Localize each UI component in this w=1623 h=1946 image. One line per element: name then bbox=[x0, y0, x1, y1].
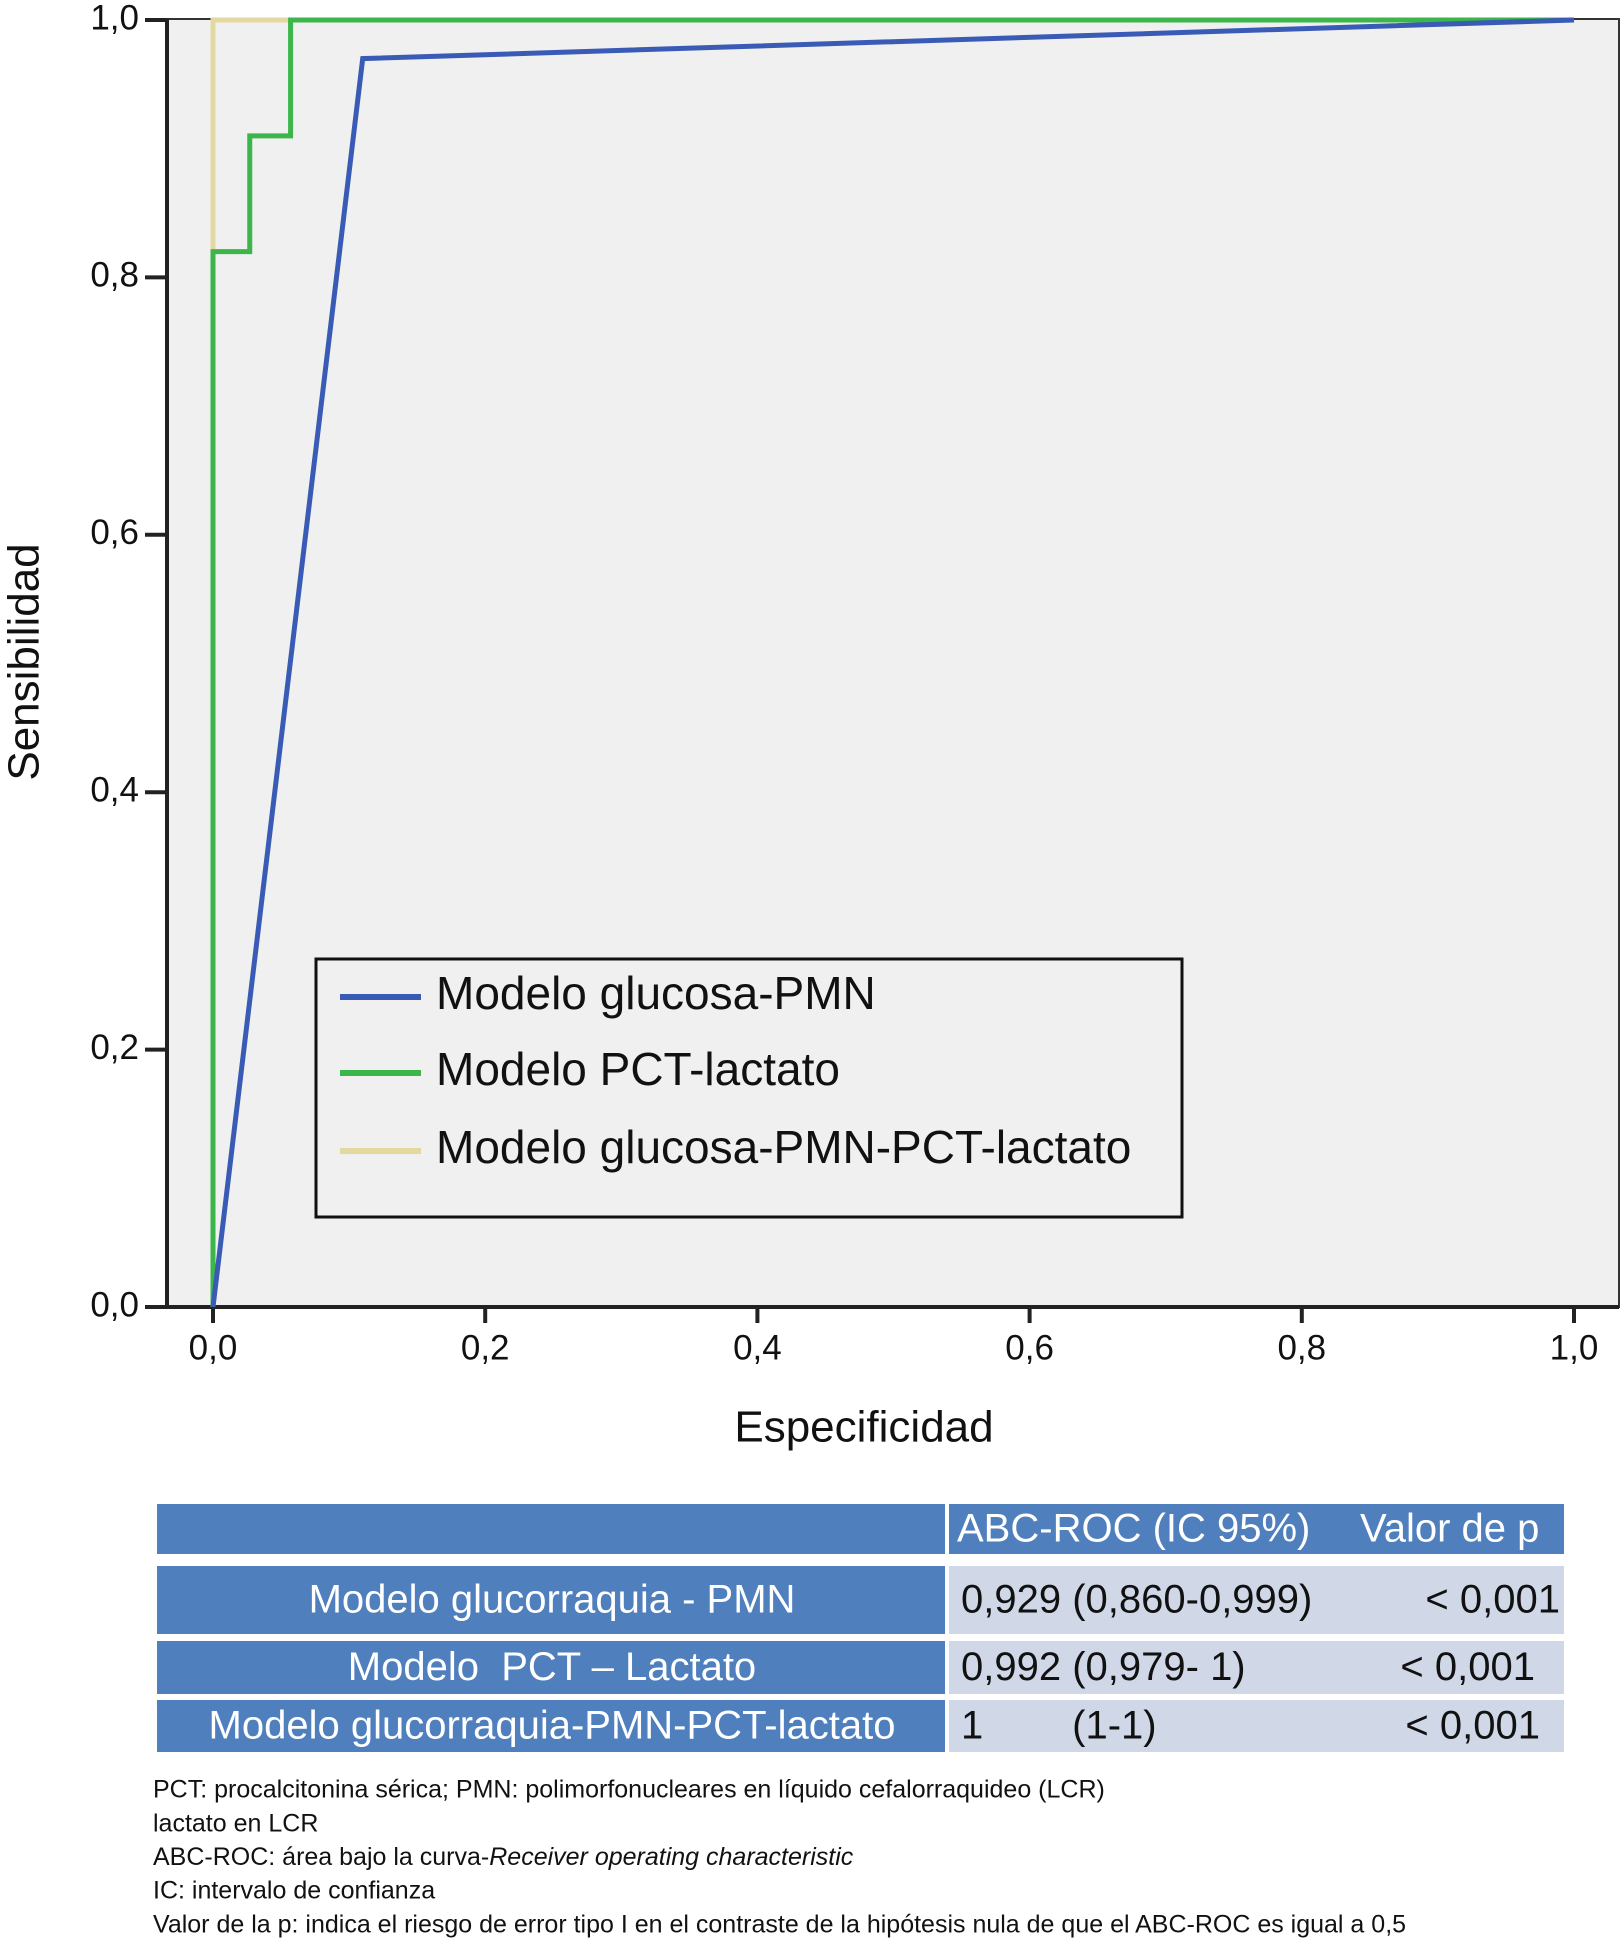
table-cell: < 0,001 bbox=[1400, 1645, 1535, 1689]
table-row-label: Modelo glucorraquia - PMN bbox=[309, 1578, 796, 1622]
x-tick-label: 0,2 bbox=[461, 1328, 510, 1367]
x-tick-label: 1,0 bbox=[1550, 1328, 1599, 1367]
table-header: Valor de p bbox=[1360, 1507, 1539, 1551]
footnote-part: ABC-ROC: área bajo la curva- bbox=[153, 1843, 489, 1871]
footnote: PCT: procalcitonina sérica; PMN: polimor… bbox=[153, 1776, 1105, 1804]
x-tick-label: 0,4 bbox=[733, 1328, 782, 1367]
footnote: Valor de la p: indica el riesgo de error… bbox=[153, 1911, 1406, 1939]
x-axis-label: Especificidad bbox=[734, 1403, 993, 1452]
roc-line bbox=[210, 17, 1574, 1307]
footnote: IC: intervalo de confianza bbox=[153, 1877, 435, 1905]
table-row-label-bg bbox=[157, 1566, 945, 1634]
table-row-label: Modelo glucorraquia-PMN-PCT-lactato bbox=[209, 1704, 896, 1748]
x-tick-label: 0,6 bbox=[1005, 1328, 1054, 1367]
y-tick-label: 1,0 bbox=[90, 0, 139, 37]
table-header-bg bbox=[157, 1504, 1564, 1554]
footnote: ABC-ROC: área bajo la curva-Receiver ope… bbox=[153, 1843, 854, 1871]
legend-label: Modelo glucosa-PMN bbox=[436, 967, 876, 1019]
table-cell: < 0,001 bbox=[1425, 1578, 1560, 1622]
y-tick-label: 0,8 bbox=[90, 256, 139, 295]
table-cell: < 0,001 bbox=[1405, 1704, 1540, 1748]
table-row-label: Modelo PCT – Lactato bbox=[348, 1645, 756, 1689]
legend-label: Modelo PCT-lactato bbox=[436, 1043, 840, 1095]
table-cell: 0,992 (0,979- 1) bbox=[961, 1645, 1246, 1689]
footnote: lactato en LCR bbox=[153, 1810, 318, 1838]
x-tick-label: 0,8 bbox=[1277, 1328, 1326, 1367]
table-row-bg bbox=[949, 1566, 1564, 1634]
roc-line bbox=[210, 17, 1575, 1308]
table-cell: 0,929 (0,860-0,999) bbox=[961, 1578, 1312, 1622]
legend bbox=[314, 957, 1184, 1219]
footnote-part: Receiver operating characteristic bbox=[489, 1843, 854, 1871]
legend-label: Modelo glucosa-PMN-PCT-lactato bbox=[436, 1121, 1131, 1173]
table-header: ABC-ROC (IC 95%) bbox=[957, 1507, 1310, 1551]
y-axis-label: Sensibilidad bbox=[0, 543, 49, 780]
y-tick-label: 0,6 bbox=[90, 513, 139, 552]
table-row-label-bg bbox=[157, 1700, 945, 1752]
y-tick-label: 0,4 bbox=[90, 770, 139, 809]
table-cell: 1 (1-1) bbox=[961, 1704, 1157, 1748]
table-row-label-bg bbox=[157, 1641, 945, 1694]
table-row-bg bbox=[949, 1641, 1564, 1694]
table-row-bg bbox=[949, 1700, 1564, 1752]
x-tick-label: 0,0 bbox=[189, 1328, 238, 1367]
y-tick-label: 0,2 bbox=[90, 1028, 139, 1067]
y-tick-label: 0,0 bbox=[90, 1285, 139, 1324]
